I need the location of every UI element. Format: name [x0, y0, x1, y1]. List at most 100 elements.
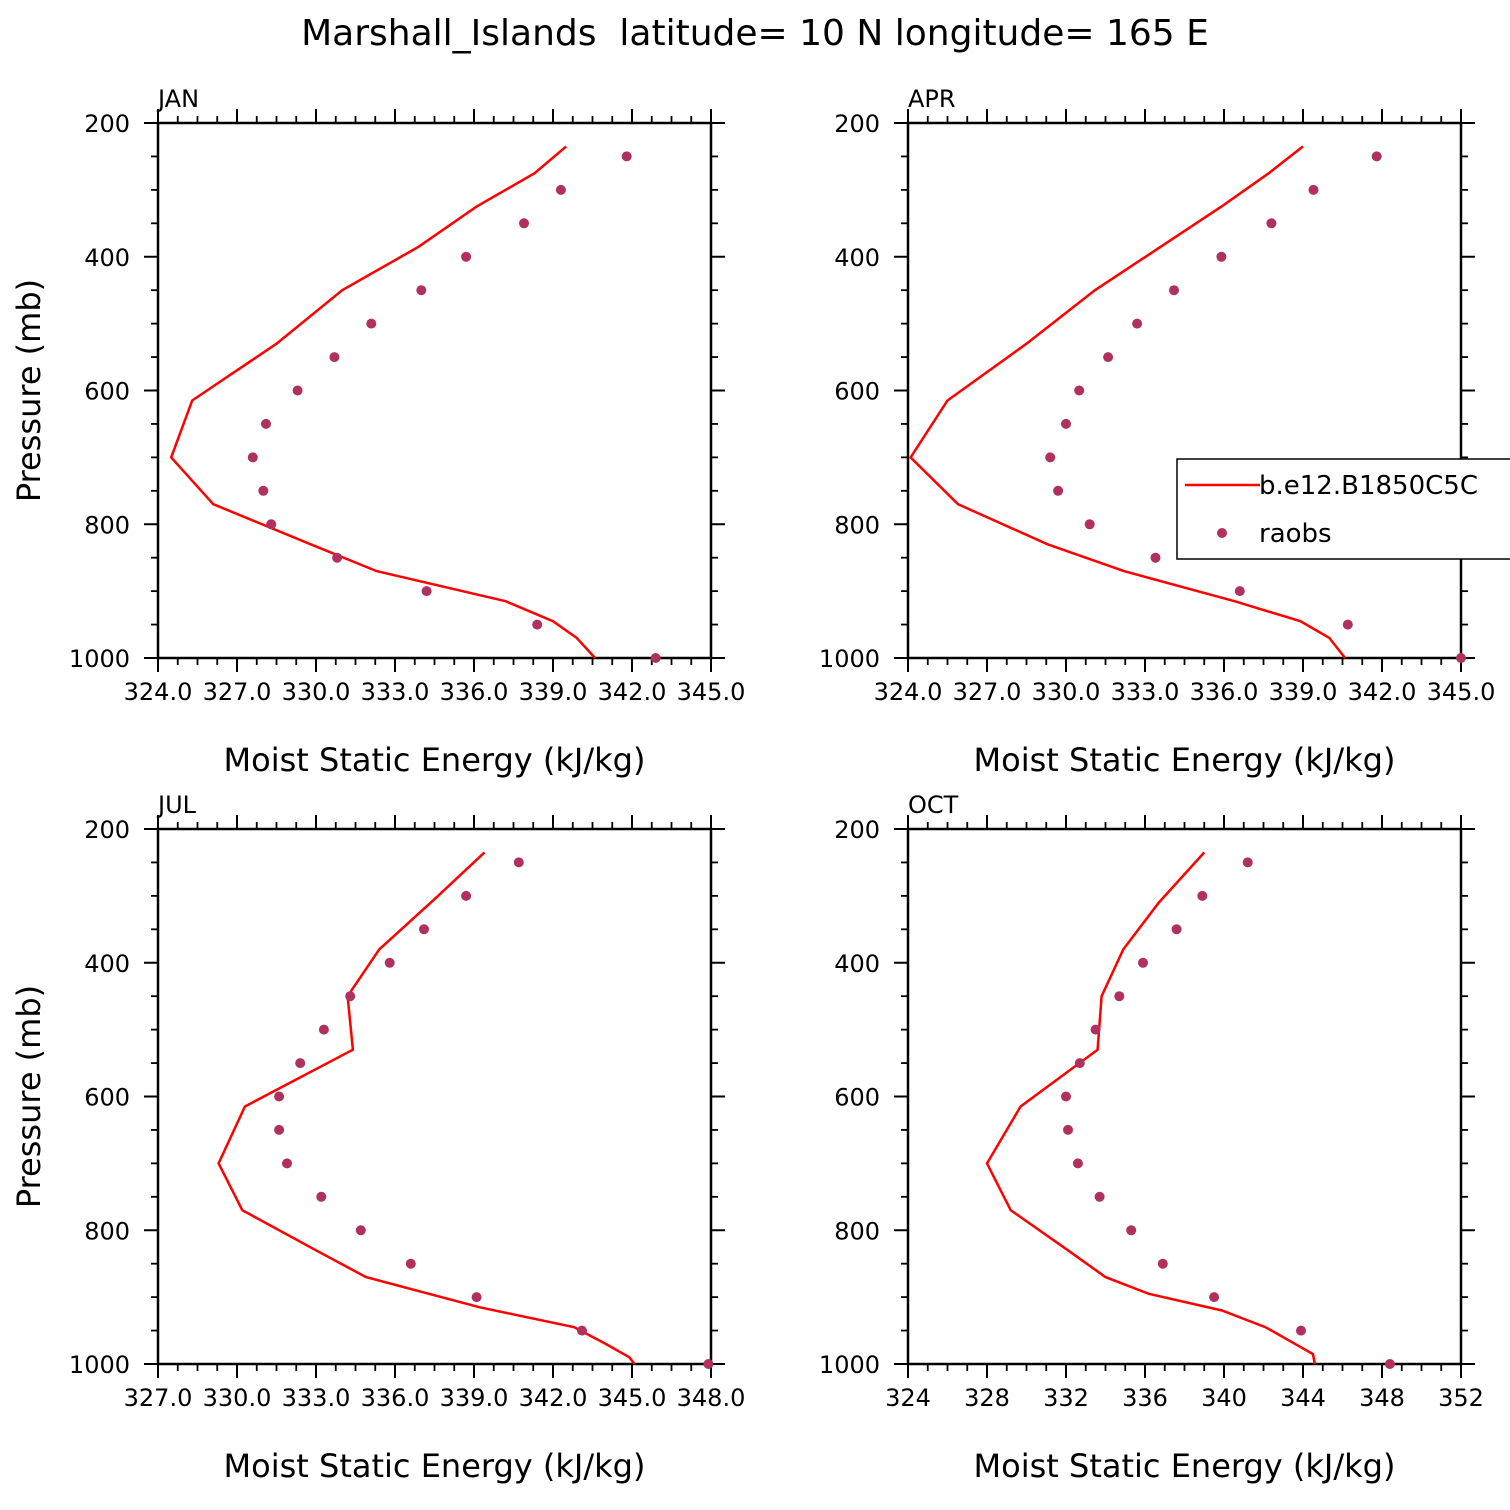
x-tick-label: 324 [885, 1384, 931, 1412]
raobs-point [532, 619, 543, 630]
x-tick-label: 342.0 [598, 678, 667, 706]
raobs-point [416, 285, 427, 296]
raobs-point [1126, 1225, 1137, 1236]
y-tick-label: 800 [84, 1217, 130, 1245]
y-tick-label: 1000 [819, 1351, 880, 1379]
y-tick-label: 600 [834, 378, 880, 406]
x-tick-label: 340 [1201, 1384, 1247, 1412]
panel-oct: 324 328 332 336 340 344 348 352 200 400 600 800 1000… [819, 791, 1484, 1485]
x-tick-label: 336.0 [361, 1384, 430, 1412]
raobs-point [621, 151, 632, 162]
x-tick-label: 339.0 [519, 678, 588, 706]
raobs-point [1072, 1158, 1083, 1169]
plot-frame [156, 121, 713, 660]
raobs-point [1094, 1191, 1105, 1202]
plot-frame [906, 121, 1463, 660]
raobs-point [405, 1258, 416, 1269]
x-tick-label: 344 [1280, 1384, 1326, 1412]
x-tick-label: 327.0 [124, 1384, 193, 1412]
x-tick-label: 345.0 [598, 1384, 667, 1412]
raobs-point [1209, 1292, 1220, 1303]
raobs-point [1084, 519, 1095, 530]
x-tick-label: 336.0 [1190, 678, 1259, 706]
raobs-point [1061, 418, 1071, 429]
x-tick-label: 342.0 [1348, 678, 1417, 706]
panel-jan: 324.0 327.0 330.0 333.0 336.0 339.0 342.0 345.0… [10, 85, 745, 779]
raobs-point [577, 1325, 587, 1336]
raobs-point [1114, 991, 1125, 1002]
raobs-point [274, 1091, 285, 1102]
raobs-point [355, 1225, 366, 1236]
raobs-point [1234, 586, 1245, 597]
model-line [217, 851, 636, 1365]
raobs-point [471, 1292, 482, 1303]
y-tick-label: 1000 [69, 1351, 130, 1379]
raobs-point [1266, 218, 1277, 229]
raobs-point [1242, 857, 1253, 868]
raobs-point [1061, 1091, 1071, 1102]
raobs-point [366, 318, 377, 329]
y-tick-label: 400 [834, 950, 880, 978]
y-tick-label: 400 [84, 950, 130, 978]
raobs-point [292, 385, 303, 396]
raobs-point [421, 586, 432, 597]
raobs-point [295, 1058, 306, 1069]
raobs-point [318, 1024, 329, 1035]
y-tick-label: 600 [84, 1084, 130, 1112]
raobs-point [1157, 1258, 1168, 1269]
panel-label: JAN [156, 85, 199, 113]
y-axis-label: Pressure (mb) [10, 985, 48, 1208]
y-tick-label: 200 [84, 110, 130, 138]
x-tick-label: 339.0 [440, 1384, 509, 1412]
model-line [908, 145, 1347, 659]
raobs-point [1169, 285, 1179, 296]
plot-frame [156, 827, 713, 1366]
raobs-point [513, 857, 524, 868]
y-tick-label: 200 [834, 816, 880, 844]
raobs-point [1103, 352, 1114, 363]
x-tick-label: 342.0 [519, 1384, 588, 1412]
raobs-point [332, 552, 343, 563]
x-axis-label: Moist Static Energy (kJ/kg) [974, 741, 1396, 779]
x-tick-label: 339.0 [1269, 678, 1338, 706]
raobs-point [1045, 452, 1056, 463]
raobs-point [1138, 957, 1148, 968]
raobs-point [1150, 552, 1161, 563]
y-axis-label: Pressure (mb) [10, 279, 48, 502]
y-tick-label: 200 [84, 816, 130, 844]
panel-label: APR [908, 85, 956, 113]
raobs-point [1063, 1124, 1073, 1135]
raobs-point [1456, 653, 1466, 663]
x-tick-label: 324.0 [124, 678, 193, 706]
y-tick-label: 1000 [819, 645, 880, 673]
legend-label-obs: raobs [1259, 519, 1332, 549]
x-tick-label: 332 [1043, 1384, 1089, 1412]
legend-dot-swatch [1217, 528, 1227, 538]
x-tick-label: 348.0 [677, 1384, 746, 1412]
raobs-point [519, 218, 529, 229]
x-axis-label: Moist Static Energy (kJ/kg) [974, 1447, 1396, 1485]
x-tick-label: 324.0 [874, 678, 943, 706]
raobs-point [1216, 251, 1227, 262]
raobs-point [703, 1359, 714, 1369]
raobs-point [1296, 1325, 1306, 1336]
x-tick-label: 333.0 [1111, 678, 1180, 706]
x-tick-label: 333.0 [361, 678, 430, 706]
legend-label-model: b.e12.B1850C5C [1259, 471, 1478, 501]
raobs-point [345, 991, 356, 1002]
raobs-point [258, 485, 269, 496]
figure-title: Marshall_Islands latitude= 10 N longitud… [301, 13, 1209, 54]
x-tick-label: 348 [1359, 1384, 1405, 1412]
x-tick-label: 336 [1122, 1384, 1168, 1412]
raobs-point [274, 1124, 285, 1135]
raobs-point [1074, 385, 1085, 396]
x-axis-label: Moist Static Energy (kJ/kg) [224, 741, 646, 779]
panel-jul: 327.0 330.0 333.0 336.0 339.0 342.0 345.0 348.0… [10, 791, 745, 1485]
raobs-point [1132, 318, 1143, 329]
raobs-point [1308, 184, 1319, 195]
raobs-point [1342, 619, 1353, 630]
x-tick-label: 327.0 [203, 678, 272, 706]
raobs-point [261, 418, 271, 429]
raobs-point [1053, 485, 1064, 496]
raobs-point [329, 352, 340, 363]
